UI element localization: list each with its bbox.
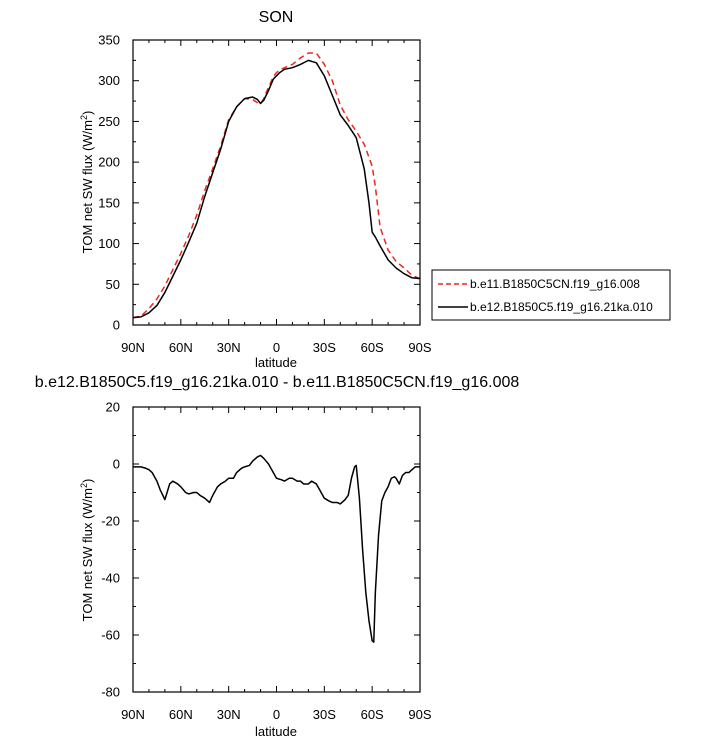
- top-axes-ticks: 90N 60N 30N 0 30S 60S 90S 0 50 100 150 200 250 300 350: [98, 33, 432, 356]
- bottom-y-axis-title-close: ): [80, 479, 95, 483]
- top-chart-title: SON: [259, 9, 294, 26]
- top-y-tick-label: 50: [106, 277, 120, 292]
- top-y-axis-title: TOM net SW flux (W/m2): [79, 111, 95, 254]
- top-y-tick-label: 300: [98, 73, 120, 88]
- bottom-y-axis-title-main: TOM net SW flux (W/m: [80, 488, 95, 621]
- bottom-panel: b.e12.B1850C5.f19_g16.21ka.010 - b.e11.B…: [35, 374, 520, 739]
- top-series-lines: [132, 52, 421, 319]
- bottom-y-tick-label: -60: [101, 628, 120, 643]
- top-panel: SON 90N 60N 30N 0 30S 60S 90S 0 50 100 150 200 250 30…: [79, 9, 671, 370]
- bottom-axes-ticks: 90N 60N 30N 0 30S 60S 90S 20 0 -20 -40 -60 -80: [101, 400, 432, 723]
- top-y-axis-title-sup: 2: [79, 115, 89, 120]
- bottom-y-tick-label: -80: [101, 685, 120, 700]
- legend-box: [431, 269, 671, 321]
- bottom-x-tick-label: 90N: [121, 707, 145, 722]
- bottom-x-tick-label: 30S: [313, 707, 336, 722]
- top-y-tick-label: 150: [98, 195, 120, 210]
- bottom-y-tick-label: 20: [106, 400, 120, 415]
- bottom-y-tick-label: -40: [101, 571, 120, 586]
- top-series-line-1: [132, 52, 421, 319]
- bottom-y-axis-title: TOM net SW flux (W/m2): [79, 479, 95, 622]
- top-x-axis-title: latitude: [255, 355, 297, 370]
- top-x-tick-label: 90N: [121, 340, 145, 355]
- top-y-tick-label: 250: [98, 114, 120, 129]
- legend-label-series-1: b.e11.B1850C5CN.f19_g16.008: [470, 277, 640, 291]
- top-series-line-2: [132, 59, 421, 319]
- bottom-series-line-1: [133, 454, 420, 643]
- legend-label-series-2: b.e12.B1850C5.f19_g16.21ka.010: [470, 300, 653, 314]
- top-x-tick-label: 60S: [361, 340, 384, 355]
- bottom-y-tick-label: 0: [113, 457, 120, 472]
- top-y-axis-title-main: TOM net SW flux (W/m: [80, 120, 95, 253]
- bottom-series-lines: [133, 454, 420, 643]
- top-x-tick-label: 30N: [217, 340, 241, 355]
- top-y-tick-label: 200: [98, 155, 120, 170]
- top-y-tick-label: 100: [98, 236, 120, 251]
- legend: b.e11.B1850C5CN.f19_g16.008 b.e12.B1850C…: [431, 269, 671, 321]
- top-plot-frame: [132, 39, 421, 326]
- bottom-y-tick-label: -20: [101, 514, 120, 529]
- bottom-x-axis-title: latitude: [255, 724, 297, 739]
- bottom-x-tick-label: 60S: [361, 707, 384, 722]
- bottom-x-tick-label: 60N: [169, 707, 193, 722]
- top-y-tick-label: 0: [113, 318, 120, 333]
- bottom-x-tick-label: 30N: [217, 707, 241, 722]
- top-x-tick-label: 0: [273, 340, 280, 355]
- bottom-x-tick-label: 90S: [408, 707, 431, 722]
- bottom-x-tick-label: 0: [273, 707, 280, 722]
- bottom-plot-frame: [132, 406, 421, 693]
- bottom-y-axis-title-sup: 2: [79, 483, 89, 488]
- top-x-tick-label: 90S: [408, 340, 431, 355]
- top-x-tick-label: 30S: [313, 340, 336, 355]
- top-y-axis-title-close: ): [80, 111, 95, 115]
- top-y-tick-label: 350: [98, 33, 120, 48]
- bottom-chart-title: b.e12.B1850C5.f19_g16.21ka.010 - b.e11.B…: [35, 374, 520, 391]
- top-x-tick-label: 60N: [169, 340, 193, 355]
